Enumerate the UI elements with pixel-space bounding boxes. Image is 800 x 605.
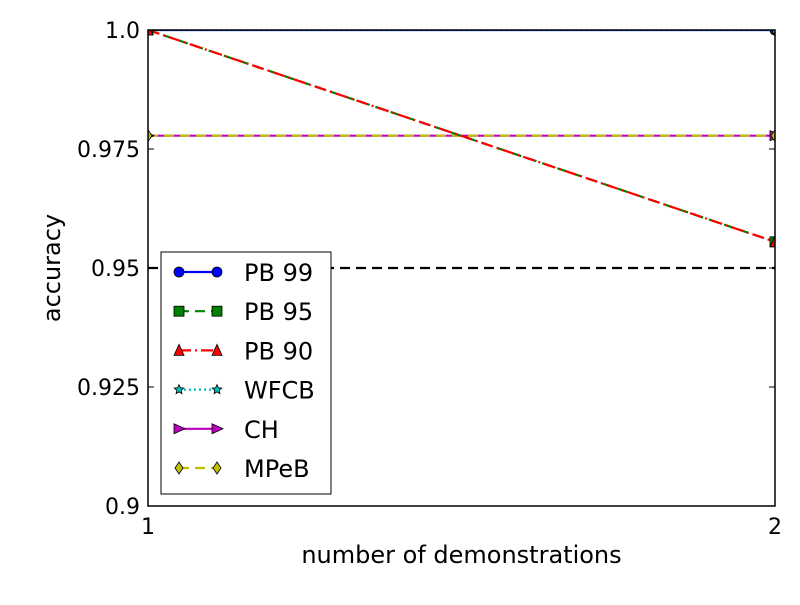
x-tick-label: 2 <box>768 515 782 540</box>
point-mpeb-1 <box>148 128 153 143</box>
y-tick-label: 1.0 <box>105 19 140 44</box>
legend-marker-pb-95-start <box>173 305 185 317</box>
legend-marker-wfcb-start <box>173 383 185 395</box>
legend-marker-mpeb-end <box>212 461 222 475</box>
point-pb-90-2 <box>769 234 775 248</box>
legend-marker-pb-99-start <box>173 266 185 278</box>
y-axis-title: accuracy <box>38 214 66 322</box>
legend-label-pb-90: PB 90 <box>244 337 313 365</box>
legend-marker-mpeb-start <box>174 461 184 475</box>
legend-label-pb-99: PB 99 <box>244 259 313 287</box>
legend-label-mpeb: MPeB <box>244 455 310 483</box>
y-tick-label: 0.975 <box>77 138 140 163</box>
legend-label-ch: CH <box>244 416 279 444</box>
legend-marker-pb-90-end <box>211 343 223 356</box>
y-tick-label: 0.95 <box>91 257 140 282</box>
y-tick-label: 0.9 <box>105 495 140 520</box>
legend-label-wfcb: WFCB <box>244 377 315 405</box>
legend-marker-pb-90-start <box>173 343 185 356</box>
series-line-pb-90 <box>148 30 775 243</box>
legend-marker-ch-start <box>173 423 186 435</box>
point-pb-90-1 <box>148 30 154 36</box>
legend-box <box>160 251 332 495</box>
legend-marker-pb-95-end <box>211 305 223 317</box>
legend-marker-pb-99-end <box>211 266 223 278</box>
point-mpeb-2 <box>770 128 775 143</box>
legend-label-pb-95: PB 95 <box>244 298 313 326</box>
axis-ticks: 1 2 0.9 0.925 0.95 0.975 1.0 <box>77 19 782 540</box>
legend-marker-wfcb-end <box>211 383 223 395</box>
x-tick-label: 1 <box>141 515 155 540</box>
legend-marker-ch-end <box>211 423 224 435</box>
plot-area <box>148 30 775 270</box>
y-tick-label: 0.925 <box>77 376 140 401</box>
series-lines <box>148 30 775 248</box>
legend: PB 99 PB 95 PB 90 WFCB CH MPeB <box>160 251 332 495</box>
x-axis-title: number of demonstrations <box>301 541 621 569</box>
